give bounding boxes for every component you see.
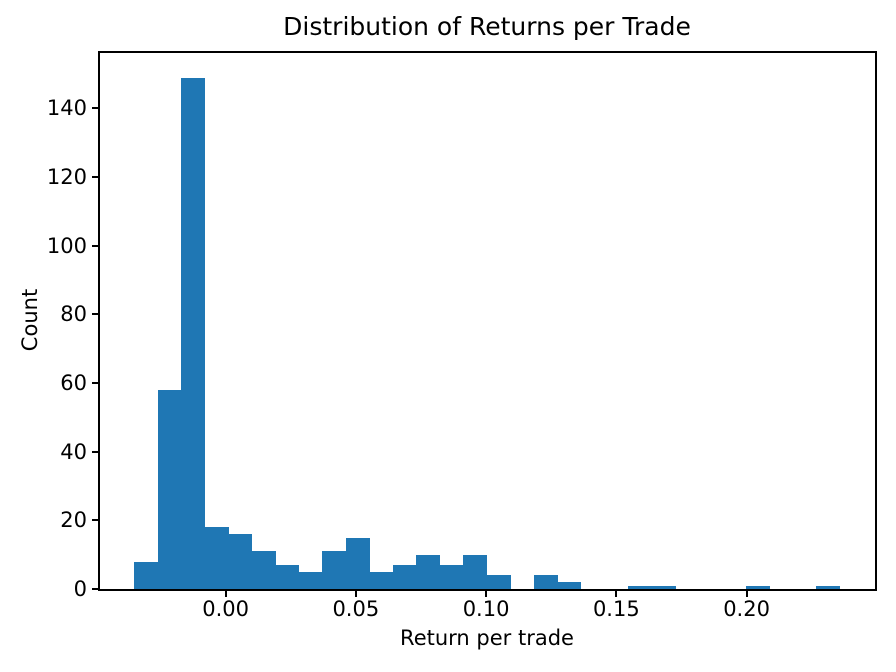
histogram-bar xyxy=(628,585,653,589)
histogram-bar xyxy=(416,554,441,589)
x-axis-tick xyxy=(354,591,357,597)
histogram-bar xyxy=(228,534,253,589)
histogram-bar xyxy=(534,575,558,589)
histogram-bar xyxy=(369,571,394,589)
y-tick-label: 100 xyxy=(46,233,87,258)
histogram-bar xyxy=(275,564,300,589)
y-axis-tick xyxy=(92,519,98,522)
y-axis-tick xyxy=(92,176,98,179)
chart-title: Distribution of Returns per Trade xyxy=(283,12,691,41)
y-axis-tick xyxy=(92,107,98,110)
histogram-bar xyxy=(251,551,276,589)
histogram-bar xyxy=(463,554,488,589)
y-axis-tick xyxy=(92,588,98,590)
histogram-bar xyxy=(745,585,770,589)
y-tick-label: 20 xyxy=(60,508,87,533)
histogram-bar xyxy=(816,585,841,589)
y-axis-tick xyxy=(92,450,98,453)
y-axis-tick xyxy=(92,382,98,385)
y-tick-label: 40 xyxy=(60,439,87,464)
histogram-bar xyxy=(439,564,464,589)
x-axis-label: Return per trade xyxy=(400,626,574,650)
y-tick-label: 140 xyxy=(46,96,87,121)
x-axis-tick xyxy=(745,591,748,597)
y-tick-label: 60 xyxy=(60,371,87,396)
x-tick-label: 0.15 xyxy=(592,597,640,621)
histogram-bar xyxy=(322,551,347,589)
histogram-bar xyxy=(298,571,323,589)
histogram-bar xyxy=(134,561,159,589)
x-axis-tick xyxy=(485,591,488,597)
histogram-bar xyxy=(345,537,370,589)
histogram-bar xyxy=(181,77,206,589)
histogram-bar xyxy=(392,564,417,589)
x-axis-tick xyxy=(224,591,227,597)
histogram-bar xyxy=(157,389,182,589)
x-tick-label: 0.00 xyxy=(202,597,249,621)
y-axis-tick xyxy=(92,313,98,316)
y-tick-label: 120 xyxy=(46,165,87,190)
x-tick-label: 0.10 xyxy=(462,597,510,621)
y-axis-tick xyxy=(92,244,98,247)
histogram-bar xyxy=(487,575,511,589)
histogram-bar xyxy=(204,527,229,589)
x-tick-label: 0.20 xyxy=(723,597,770,621)
histogram-bar xyxy=(557,582,582,589)
histogram-bar xyxy=(651,585,676,589)
x-tick-label: 0.05 xyxy=(332,597,380,621)
x-axis-tick xyxy=(615,591,618,597)
y-tick-label: 0 xyxy=(73,577,87,601)
y-tick-label: 80 xyxy=(60,302,87,327)
